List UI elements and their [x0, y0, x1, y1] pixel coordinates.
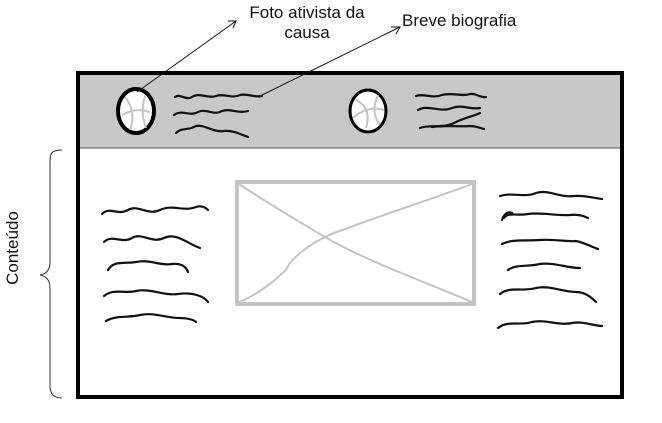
- placeholder-cross: [238, 183, 473, 303]
- photo-sketch-1: [121, 95, 151, 131]
- right-text-scribbles: [496, 190, 604, 330]
- annotation-foto-line2: causa: [284, 23, 330, 42]
- left-text-scribbles: [100, 205, 210, 324]
- annotation-foto-line1: Foto ativista da: [249, 3, 365, 22]
- content-brace: [39, 149, 63, 399]
- annotation-conteudo: Conteúdo: [3, 211, 22, 285]
- bio-scribble-group-2: [414, 92, 488, 131]
- bio-scribble-group-1: [172, 93, 264, 139]
- activist-photo-1: [116, 87, 156, 135]
- arrow-biografia: [257, 26, 401, 98]
- annotation-biografia: Breve biografia: [402, 11, 517, 30]
- image-placeholder: [235, 180, 476, 306]
- annotation-foto-ativista: Foto ativista da causa: [232, 3, 382, 43]
- arrow-foto: [136, 20, 237, 93]
- activist-photo-2: [348, 88, 388, 134]
- photo-sketch-2: [352, 94, 385, 129]
